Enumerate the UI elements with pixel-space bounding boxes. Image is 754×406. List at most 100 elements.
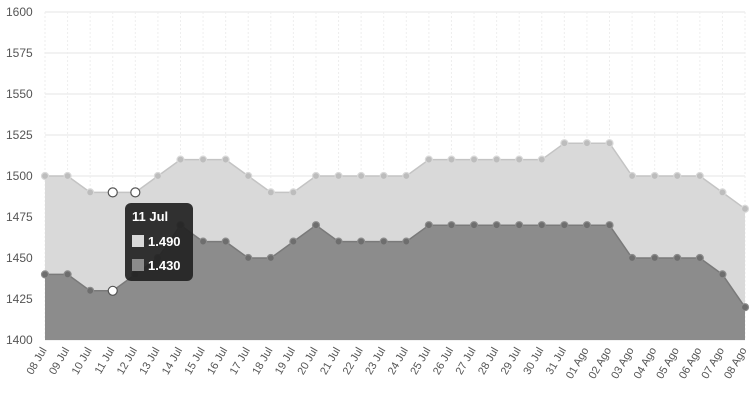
- series-0-point[interactable]: [266, 188, 275, 197]
- tooltip-swatch-1: [132, 259, 144, 271]
- x-tick-label: 17 Jul: [228, 346, 253, 377]
- series-1-point[interactable]: [357, 237, 366, 246]
- series-0-point[interactable]: [740, 204, 750, 213]
- series-0-point[interactable]: [424, 155, 433, 164]
- series-0-point[interactable]: [537, 155, 546, 164]
- series-1-point[interactable]: [582, 221, 592, 230]
- series-0-point[interactable]: [244, 171, 253, 181]
- series-0-point[interactable]: [695, 171, 704, 181]
- series-1-point[interactable]: [334, 237, 343, 246]
- series-0-point[interactable]: [379, 171, 388, 181]
- tooltip-swatch-0: [132, 235, 144, 247]
- series-0-point[interactable]: [402, 171, 411, 181]
- series-0-point[interactable]: [560, 139, 569, 148]
- x-tick-label: 29 Jul: [499, 346, 524, 377]
- series-1-point[interactable]: [537, 221, 546, 230]
- y-tick-label: 1425: [6, 292, 33, 306]
- series-1-point[interactable]: [289, 237, 298, 246]
- series-1-point[interactable]: [311, 221, 321, 230]
- series-1-point[interactable]: [650, 253, 659, 263]
- x-tick-label: 16 Jul: [205, 346, 230, 377]
- x-tick-label: 10 Jul: [70, 346, 95, 377]
- series-1-point[interactable]: [695, 253, 704, 263]
- series-1-point[interactable]: [424, 221, 433, 230]
- series-1-point[interactable]: [492, 221, 501, 230]
- series-1-point[interactable]: [740, 303, 750, 312]
- x-tick-label: 09 Jul: [47, 346, 72, 377]
- series-1-point[interactable]: [718, 270, 727, 279]
- series-0-point[interactable]: [40, 171, 50, 181]
- series-1-point[interactable]: [379, 237, 388, 246]
- series-0-point[interactable]: [447, 155, 456, 164]
- series-0-point[interactable]: [627, 171, 637, 181]
- x-tick-label: 26 Jul: [431, 346, 456, 377]
- series-1-point[interactable]: [221, 237, 230, 246]
- y-axis: 1600 1575 1550 1525 1500 1475 1450 1425 1400: [6, 5, 33, 347]
- series-0-point[interactable]: [357, 171, 366, 181]
- series-0-point[interactable]: [605, 139, 614, 148]
- series-1-point[interactable]: [560, 221, 569, 230]
- series-0-point[interactable]: [221, 155, 230, 164]
- series-1-point[interactable]: [605, 221, 614, 230]
- series-1-point[interactable]: [447, 221, 456, 230]
- series-0-point[interactable]: [86, 188, 95, 197]
- y-tick-label: 1450: [6, 251, 33, 265]
- y-tick-label: 1600: [6, 5, 33, 19]
- x-tick-label: 21 Jul: [318, 346, 343, 377]
- series-1-point[interactable]: [627, 253, 637, 263]
- series-1-point[interactable]: [266, 253, 275, 263]
- tooltip: 11 Jul 1.490 1.430: [125, 203, 193, 281]
- x-tick-label: 20 Jul: [295, 346, 320, 377]
- series-1-area: [45, 225, 745, 340]
- x-tick-label: 22 Jul: [341, 346, 366, 377]
- x-tick-label: 30 Jul: [521, 346, 546, 377]
- series-0-point[interactable]: [673, 171, 682, 181]
- series-1-point[interactable]: [402, 237, 411, 246]
- series-0-point[interactable]: [334, 171, 343, 181]
- tooltip-value-0: 1.490: [148, 234, 181, 249]
- series-0-point[interactable]: [130, 187, 141, 198]
- series-0-point[interactable]: [63, 171, 72, 181]
- x-tick-label: 25 Jul: [408, 346, 433, 377]
- series-0-point[interactable]: [107, 187, 118, 198]
- series-1-point[interactable]: [673, 253, 682, 263]
- series-0-point[interactable]: [492, 155, 501, 164]
- series-0-point[interactable]: [289, 188, 298, 197]
- y-tick-label: 1500: [6, 169, 33, 183]
- series-1-point[interactable]: [107, 285, 118, 296]
- x-tick-label: 08 Ago: [722, 346, 750, 382]
- x-tick-label: 24 Jul: [386, 346, 411, 377]
- areas: [45, 142, 746, 340]
- y-tick-label: 1400: [6, 333, 33, 347]
- series-1-point[interactable]: [244, 253, 253, 263]
- tooltip-title: 11 Jul: [132, 209, 168, 224]
- x-tick-label: 08 Jul: [25, 346, 50, 377]
- series-0-point[interactable]: [718, 188, 727, 197]
- series-0-line: [45, 142, 746, 210]
- x-tick-label: 14 Jul: [160, 346, 185, 377]
- x-tick-label: 28 Jul: [476, 346, 501, 377]
- series-0-point[interactable]: [515, 155, 524, 164]
- series-0-point[interactable]: [176, 155, 185, 164]
- y-tick-label: 1550: [6, 87, 33, 101]
- series-0-point[interactable]: [311, 171, 321, 181]
- series-1-point[interactable]: [40, 270, 50, 279]
- x-tick-label: 27 Jul: [454, 346, 479, 377]
- series-0-point[interactable]: [469, 155, 479, 164]
- series-0-point[interactable]: [153, 171, 163, 181]
- series-1-point[interactable]: [86, 286, 95, 295]
- tooltip-value-1: 1.430: [148, 258, 181, 273]
- x-tick-label: 15 Jul: [183, 346, 208, 377]
- x-tick-label: 18 Jul: [250, 346, 275, 377]
- series-1-point[interactable]: [515, 221, 524, 230]
- series-0-point[interactable]: [198, 155, 208, 164]
- series-0-point[interactable]: [650, 171, 659, 181]
- series-1-point[interactable]: [63, 270, 72, 279]
- series-1-point[interactable]: [198, 237, 208, 246]
- series-1-point[interactable]: [469, 221, 479, 230]
- series-0-point[interactable]: [582, 139, 592, 148]
- y-tick-label: 1575: [6, 46, 33, 60]
- x-tick-label: 23 Jul: [363, 346, 388, 377]
